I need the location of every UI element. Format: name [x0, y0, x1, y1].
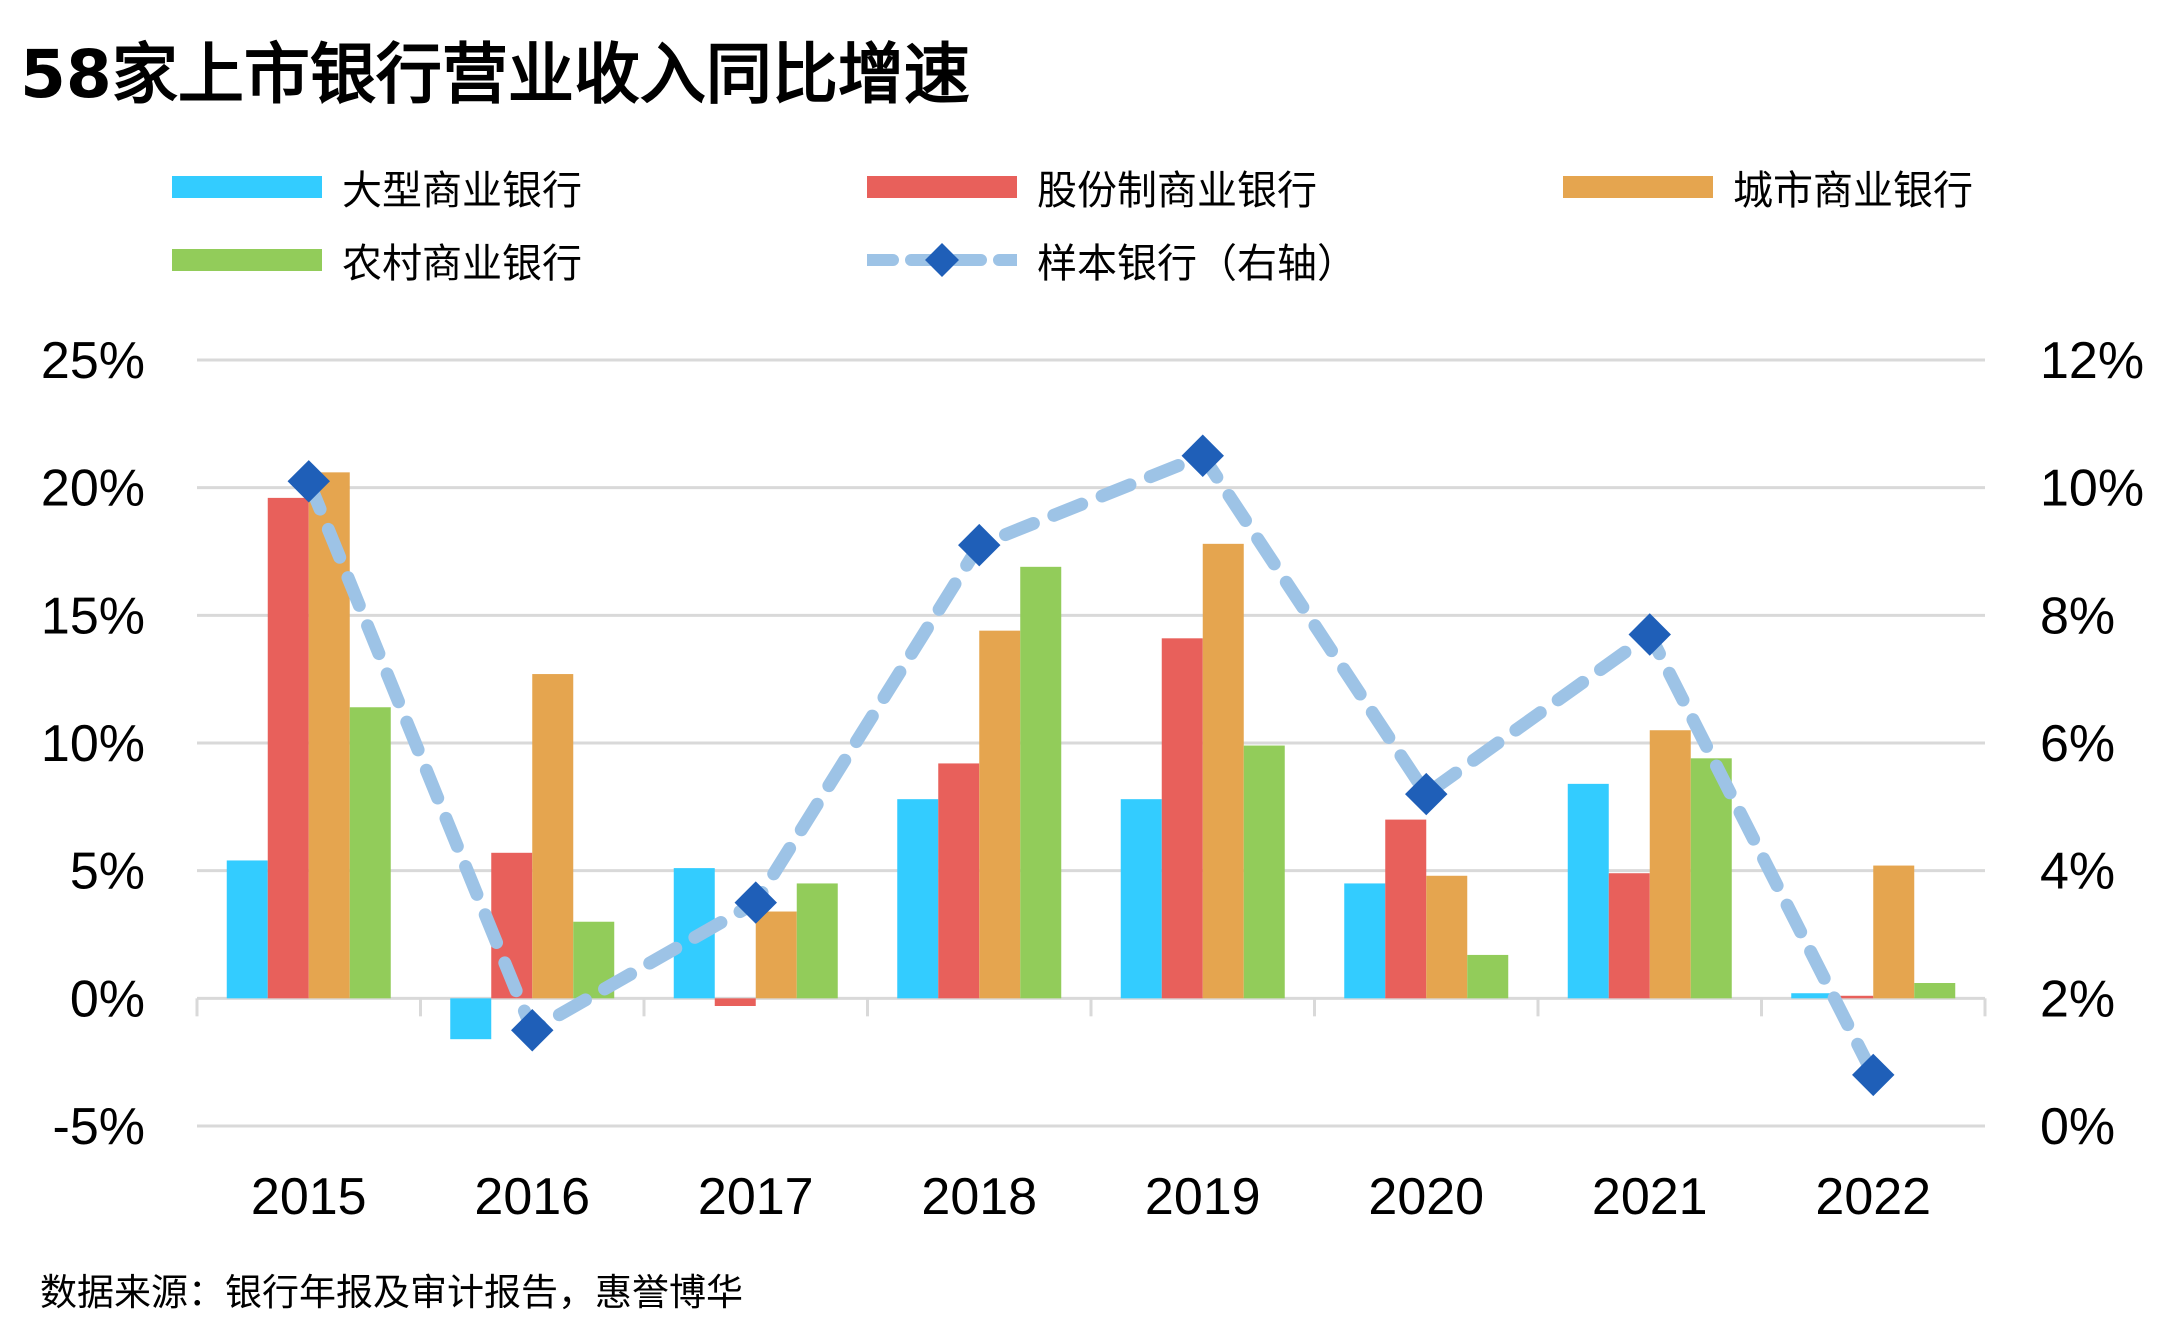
chart-title: 58家上市银行营业收入同比增速: [20, 36, 970, 113]
bar: [979, 630, 1021, 999]
bar: [755, 911, 797, 999]
y-left-tick-label: 0%: [70, 970, 145, 1028]
bar: [1020, 566, 1062, 999]
x-tick-label: 2020: [1368, 1168, 1484, 1226]
line-point: [1181, 434, 1224, 477]
bar: [796, 883, 838, 999]
series-line-sample: [302, 449, 1880, 1082]
x-tick-label: 2015: [251, 1168, 367, 1226]
bar: [1914, 983, 1956, 999]
legend-swatch-large: [172, 176, 322, 198]
bar: [226, 860, 268, 999]
x-tick-label: 2017: [698, 1168, 814, 1226]
bar: [1608, 873, 1650, 999]
bar: [1791, 993, 1833, 999]
y-left-tick-label: 15%: [41, 587, 145, 645]
bar: [1690, 758, 1732, 999]
bar: [938, 763, 980, 999]
bar: [1426, 875, 1468, 999]
x-tick-label: 2022: [1815, 1168, 1931, 1226]
y-left-tick-label: 25%: [41, 332, 145, 390]
x-tick-label: 2018: [921, 1168, 1037, 1226]
bar: [1467, 954, 1509, 999]
bar: [1120, 799, 1162, 999]
bar: [897, 799, 939, 999]
bar: [1649, 730, 1691, 999]
line-point: [287, 460, 330, 503]
bar: [1567, 783, 1609, 999]
legend-label-rural: 农村商业银行: [342, 241, 582, 287]
legend-item-large: 大型商业银行: [172, 162, 582, 214]
legend-swatch-joint: [867, 176, 1017, 198]
legend-swatch-sample: [867, 243, 1017, 277]
y-right-tick-label: 12%: [2040, 332, 2144, 390]
legend-item-sample: 样本银行（右轴）: [867, 235, 1357, 287]
x-tick-label: 2019: [1145, 1168, 1261, 1226]
legend-swatch-city: [1563, 176, 1713, 198]
bar: [1344, 883, 1386, 999]
bar: [1873, 865, 1915, 999]
bar: [1202, 543, 1244, 999]
line-point: [1628, 613, 1671, 656]
legend-swatch-rural: [172, 249, 322, 271]
bar: [1385, 819, 1427, 999]
bar: [1832, 995, 1874, 999]
legend-item-city: 城市商业银行: [1563, 162, 1973, 214]
line-point: [1852, 1053, 1895, 1097]
x-tick-label: 2021: [1592, 1168, 1708, 1226]
y-right-tick-label: 0%: [2040, 1098, 2115, 1156]
bar: [1161, 638, 1203, 999]
line-point: [511, 1009, 554, 1052]
y-right-tick-label: 6%: [2040, 715, 2115, 773]
y-left-tick-label: 10%: [41, 715, 145, 773]
y-left-tick-label: -5%: [53, 1098, 145, 1156]
bar: [532, 674, 574, 999]
y-left-tick-label: 5%: [70, 843, 145, 901]
legend-label-large: 大型商业银行: [342, 168, 582, 214]
legend-label-joint: 股份制商业银行: [1037, 168, 1317, 214]
legend-item-joint: 股份制商业银行: [867, 162, 1317, 214]
y-left-tick-label: 20%: [41, 460, 145, 518]
legend-label-city: 城市商业银行: [1733, 168, 1973, 214]
x-tick-label: 2016: [474, 1168, 590, 1226]
legend-item-rural: 农村商业银行: [172, 235, 582, 287]
legend: 大型商业银行 股份制商业银行 城市商业银行 农村商业银行 样本银行（右轴）: [0, 0, 2173, 300]
bar: [1243, 745, 1285, 999]
y-right-tick-label: 4%: [2040, 843, 2115, 901]
y-right-tick-label: 10%: [2040, 460, 2144, 518]
bar: [349, 707, 391, 999]
line-point: [1405, 772, 1448, 816]
legend-label-sample: 样本银行（右轴）: [1037, 241, 1357, 287]
bar: [267, 497, 309, 999]
bar: [714, 998, 756, 1006]
y-right-tick-label: 2%: [2040, 970, 2115, 1028]
source-note: 数据来源：银行年报及审计报告，惠誉博华: [40, 1271, 743, 1314]
y-right-tick-label: 8%: [2040, 587, 2115, 645]
bar: [450, 998, 492, 1040]
